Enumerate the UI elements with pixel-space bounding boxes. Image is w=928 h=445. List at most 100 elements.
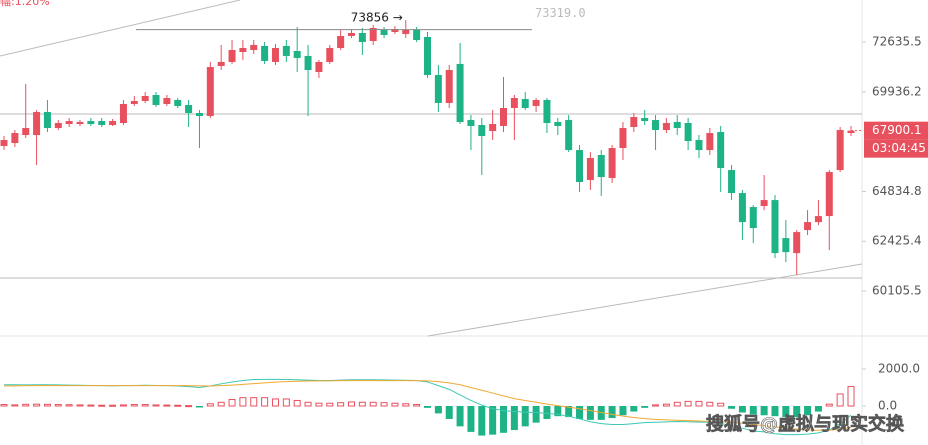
histogram-bar bbox=[304, 401, 312, 407]
last-price-label: 67900.1 bbox=[872, 123, 922, 137]
histogram-bar bbox=[554, 406, 562, 417]
candle-body bbox=[652, 120, 660, 131]
histogram-bar bbox=[445, 406, 453, 419]
candle-body bbox=[847, 130, 855, 134]
histogram-bar bbox=[293, 399, 301, 407]
candle-body bbox=[576, 150, 584, 183]
candle-body bbox=[33, 112, 41, 136]
candle-body bbox=[597, 155, 605, 178]
max-annotation: 73856 → bbox=[351, 11, 403, 25]
candle-body bbox=[271, 47, 279, 62]
y-tick-label: 2000.0 bbox=[878, 362, 920, 376]
candle-body bbox=[554, 122, 562, 126]
histogram-bar bbox=[728, 406, 736, 409]
histogram-bar bbox=[271, 398, 279, 407]
candle-body bbox=[793, 232, 801, 254]
candle-body bbox=[836, 130, 844, 171]
histogram-bar bbox=[706, 401, 714, 407]
histogram-bar bbox=[586, 406, 594, 420]
histogram-bar bbox=[250, 397, 258, 407]
candle-body bbox=[391, 28, 399, 32]
candle-body bbox=[282, 45, 290, 56]
histogram-bar bbox=[771, 406, 779, 417]
histogram-bar bbox=[749, 406, 757, 415]
candle-body bbox=[293, 51, 301, 58]
candle-body bbox=[347, 32, 355, 36]
candle-body bbox=[619, 128, 627, 149]
histogram-bar bbox=[673, 401, 681, 407]
candle-body bbox=[673, 122, 681, 129]
trend-line bbox=[0, 0, 241, 57]
candle-body bbox=[510, 97, 518, 109]
candle-body bbox=[119, 103, 127, 124]
candle-body bbox=[456, 63, 464, 123]
candle-body bbox=[185, 104, 193, 114]
candle-body bbox=[608, 148, 616, 179]
histogram-bar bbox=[391, 402, 399, 407]
histogram-bar bbox=[641, 406, 649, 408]
histogram-bar bbox=[87, 404, 95, 407]
candle-body bbox=[695, 140, 703, 151]
histogram-bar bbox=[174, 404, 182, 407]
histogram-bar bbox=[510, 406, 518, 431]
histogram-bar bbox=[695, 400, 703, 407]
y-tick-label: 62425.4 bbox=[872, 234, 922, 248]
histogram-bar bbox=[521, 406, 529, 427]
histogram-bar bbox=[261, 397, 269, 407]
histogram-bar bbox=[43, 403, 51, 407]
candle-body bbox=[130, 100, 138, 104]
annotation-label: 73319.0 bbox=[535, 6, 586, 20]
candle-body bbox=[771, 200, 779, 254]
histogram-bar bbox=[282, 398, 290, 407]
histogram-bar bbox=[489, 406, 497, 435]
candle-body bbox=[261, 45, 269, 61]
candle-body bbox=[109, 121, 117, 126]
histogram-bar bbox=[152, 404, 160, 407]
candle-body bbox=[174, 100, 182, 106]
candle-body bbox=[706, 133, 714, 151]
histogram-bar bbox=[793, 406, 801, 418]
histogram-bar bbox=[652, 404, 660, 407]
histogram-bar bbox=[836, 393, 844, 407]
histogram-bar bbox=[358, 401, 366, 407]
histogram-bar bbox=[33, 403, 41, 407]
candle-body bbox=[304, 55, 312, 71]
y-tick-label: 60105.5 bbox=[872, 284, 922, 298]
histogram-bar bbox=[434, 406, 442, 414]
histogram-bar bbox=[337, 402, 345, 407]
candle-body bbox=[641, 118, 649, 122]
candle-body bbox=[749, 207, 757, 229]
histogram-bar bbox=[825, 403, 833, 407]
candle-body bbox=[369, 27, 377, 41]
candle-body bbox=[326, 47, 334, 62]
histogram-bar bbox=[76, 404, 84, 407]
candle-body bbox=[195, 113, 203, 117]
candle-body bbox=[65, 121, 73, 125]
candle-body bbox=[11, 133, 19, 144]
candle-body bbox=[54, 123, 62, 129]
histogram-bar bbox=[543, 406, 551, 419]
y-tick-label: 72635.5 bbox=[872, 34, 922, 48]
candle-body bbox=[760, 200, 768, 207]
y-tick-label: 0.0 bbox=[878, 399, 897, 413]
y-tick-label: 64834.8 bbox=[872, 184, 922, 198]
candle-body bbox=[684, 123, 692, 142]
candle-body bbox=[22, 128, 30, 136]
candle-body bbox=[43, 112, 51, 129]
candle-body bbox=[413, 29, 421, 40]
histogram-bar bbox=[532, 406, 540, 423]
candle-body bbox=[315, 61, 323, 73]
candle-body bbox=[228, 49, 236, 62]
histogram-bar bbox=[185, 405, 193, 408]
histogram-bar bbox=[228, 399, 236, 407]
histogram-bar bbox=[847, 386, 855, 407]
candle-body bbox=[434, 75, 442, 103]
candle-body bbox=[0, 140, 8, 147]
candle-body bbox=[521, 98, 529, 109]
histogram-bar bbox=[206, 403, 214, 407]
histogram-bar bbox=[65, 404, 73, 407]
candle-body bbox=[217, 61, 225, 67]
candle-body bbox=[804, 222, 812, 231]
